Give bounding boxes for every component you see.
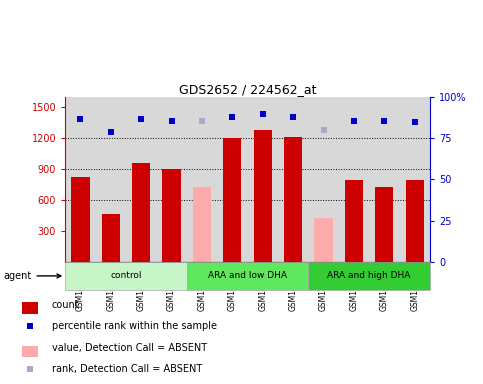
Bar <box>406 180 424 262</box>
Bar <box>193 187 211 262</box>
Bar <box>284 137 302 262</box>
Bar <box>65 262 187 290</box>
Bar <box>223 138 242 262</box>
Bar <box>375 187 394 262</box>
Text: control: control <box>110 271 142 280</box>
Text: count: count <box>52 300 80 310</box>
Text: ARA and low DHA: ARA and low DHA <box>208 271 287 280</box>
Bar <box>22 302 38 314</box>
Text: value, Detection Call = ABSENT: value, Detection Call = ABSENT <box>52 343 207 353</box>
Text: rank, Detection Call = ABSENT: rank, Detection Call = ABSENT <box>52 364 202 374</box>
Bar <box>162 169 181 262</box>
Bar <box>187 262 308 290</box>
Text: ARA and high DHA: ARA and high DHA <box>327 271 411 280</box>
Bar <box>102 214 120 262</box>
Title: GDS2652 / 224562_at: GDS2652 / 224562_at <box>179 83 316 96</box>
Bar <box>22 346 38 358</box>
Bar <box>254 130 272 262</box>
Bar <box>308 262 430 290</box>
Bar <box>314 217 333 262</box>
Bar <box>345 180 363 262</box>
Bar <box>71 177 89 262</box>
Text: agent: agent <box>3 271 61 281</box>
Bar <box>132 163 150 262</box>
Text: percentile rank within the sample: percentile rank within the sample <box>52 321 217 331</box>
